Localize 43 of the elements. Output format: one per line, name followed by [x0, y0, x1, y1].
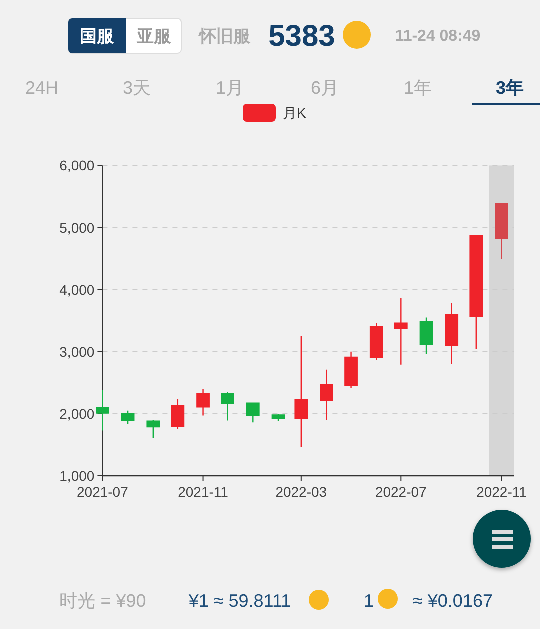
y-tick-label: 2,000	[60, 406, 95, 422]
text: 3年	[496, 78, 524, 98]
candlestick	[420, 317, 434, 355]
candlestick	[445, 302, 459, 365]
x-tick-label: 2021-11	[178, 484, 229, 500]
text: 1	[364, 591, 374, 611]
x-tick-label: 2021-07	[77, 484, 129, 500]
y-tick-label: 6,000	[60, 158, 95, 174]
candlestick	[495, 203, 508, 260]
candlestick	[221, 392, 234, 422]
y-tick-label: 4,000	[60, 282, 95, 298]
y-tick-label: 3,000	[60, 344, 95, 360]
candlestick	[320, 369, 334, 421]
text: 国服	[80, 27, 115, 46]
text: 怀旧服	[198, 27, 252, 46]
candlestick	[146, 420, 160, 439]
candlestick	[394, 298, 408, 366]
x-tick-label: 2022-07	[375, 484, 428, 500]
candlestick	[121, 410, 135, 426]
candlestick	[294, 336, 308, 448]
text: 11-24 08:49	[395, 28, 481, 45]
text: 1月	[216, 78, 244, 98]
text: ¥1 ≈ 59.8111	[188, 591, 292, 611]
legend-label: 月K	[283, 105, 307, 121]
text: 亚服	[136, 27, 172, 46]
candlestick	[246, 402, 260, 424]
text: ≈ ¥0.0167	[413, 591, 493, 611]
text: 24H	[25, 78, 59, 98]
text: 时光 = ¥90	[60, 591, 146, 611]
text: 3天	[122, 78, 152, 98]
text: 6月	[310, 78, 340, 98]
candlestick	[370, 322, 384, 361]
text: 5383	[268, 20, 336, 53]
text: 1年	[404, 78, 432, 98]
candlestick	[344, 351, 358, 390]
candlestick	[470, 235, 484, 350]
candlestick	[171, 398, 185, 430]
y-tick-label: 1,000	[60, 468, 95, 484]
y-tick-label: 5,000	[60, 220, 95, 236]
x-tick-label: 2022-11	[476, 484, 528, 500]
candlestick	[196, 388, 210, 416]
x-tick-label: 2022-03	[276, 484, 328, 500]
candlestick	[272, 414, 286, 422]
